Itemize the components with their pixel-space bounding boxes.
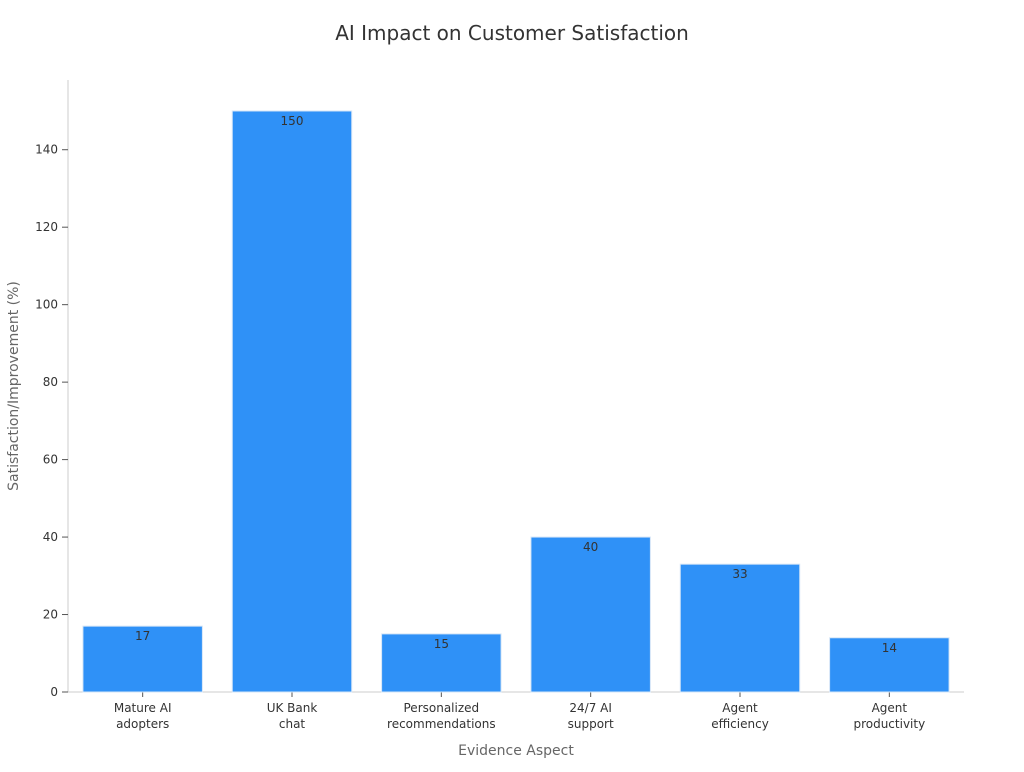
bar (530, 536, 651, 693)
chart-title: AI Impact on Customer Satisfaction (335, 21, 689, 45)
y-tick-label: 20 (43, 608, 58, 622)
y-tick-label: 120 (35, 220, 58, 234)
x-tick-label: Agent (872, 701, 908, 715)
x-tick-label: Mature AI (114, 701, 172, 715)
bars: 17 150 15 40 33 14 (82, 110, 950, 693)
bar-value-label: 150 (281, 114, 304, 128)
bar (829, 637, 950, 693)
x-axis-label: Evidence Aspect (458, 743, 574, 759)
y-tick-label: 140 (35, 143, 58, 157)
x-tick-label: UK Bank (267, 701, 318, 715)
bar (231, 110, 353, 693)
bar-value-label: 14 (882, 641, 897, 655)
x-tick-label: efficiency (711, 717, 769, 731)
bar-value-label: 33 (732, 567, 747, 581)
x-tick-label: 24/7 AI (569, 701, 612, 715)
y-axis-label: Satisfaction/Improvement (%) (6, 281, 22, 491)
x-tick-label: recommendations (387, 717, 496, 731)
y-tick-label: 100 (35, 298, 58, 312)
bar (82, 625, 203, 693)
bar (679, 563, 801, 693)
axes: 0 20 40 60 80 100 120 140 Mature AI adopters UK Ba… (35, 80, 964, 731)
x-tick-label: support (568, 717, 614, 731)
x-tick-label: adopters (116, 717, 169, 731)
y-tick-label: 40 (43, 530, 58, 544)
bar (381, 633, 502, 693)
bar-value-label: 17 (135, 629, 150, 643)
x-tick-label: Agent (722, 701, 758, 715)
x-tick-label: chat (279, 717, 306, 731)
x-tick-label: Personalized (404, 701, 480, 715)
x-tick-label: productivity (853, 717, 925, 731)
y-tick-label: 0 (50, 685, 58, 699)
y-tick-label: 60 (43, 453, 58, 467)
y-tick-label: 80 (43, 375, 58, 389)
bar-value-label: 15 (434, 637, 449, 651)
bar-value-label: 40 (583, 540, 598, 554)
